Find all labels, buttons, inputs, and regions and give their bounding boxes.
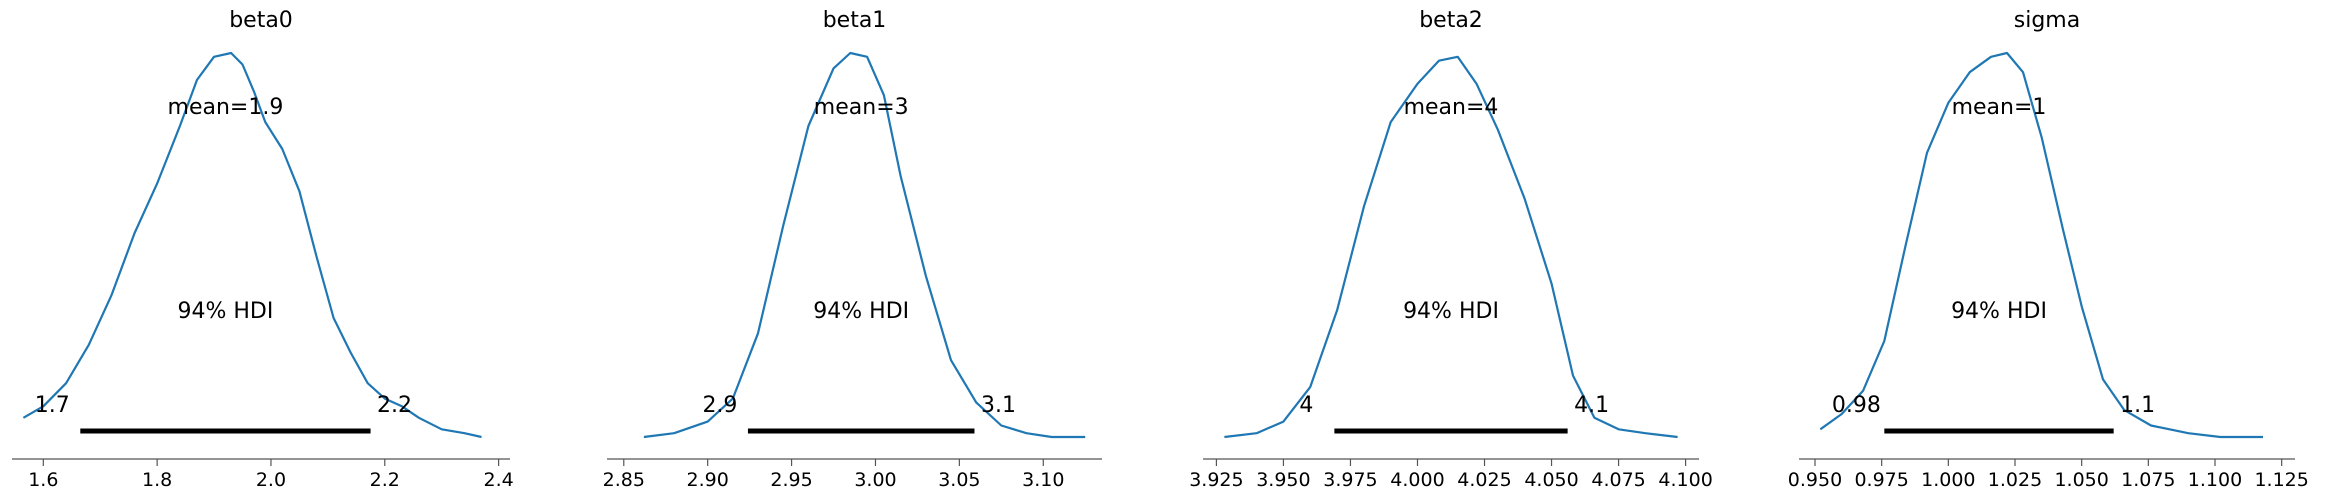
panel-title: beta2: [1419, 8, 1483, 33]
posterior-panel-sigma: sigma mean=1 94% HDI 0.98 1.1 0.950 0.975 1.000…: [1788, 8, 2309, 491]
x-tick-label: 4.075: [1591, 469, 1645, 491]
hdi-low-label: 4: [1299, 393, 1313, 418]
x-tick-label: 2.0: [256, 469, 286, 491]
x-tick-label: 1.000: [1921, 469, 1975, 491]
panel-title: beta0: [229, 8, 293, 33]
density-curve: [1819, 51, 2263, 439]
mean-label: mean=1: [1952, 95, 2047, 120]
density-curve: [22, 51, 482, 439]
x-tick-label: 4.000: [1390, 469, 1444, 491]
x-tick-label: 2.2: [370, 469, 400, 491]
panel-title: beta1: [823, 8, 887, 33]
x-tick-label: 2.95: [770, 469, 812, 491]
x-tick-label: 0.975: [1854, 469, 1908, 491]
x-tick-label: 2.90: [687, 469, 729, 491]
density-curve: [1224, 55, 1678, 439]
x-tick-label: 2.4: [484, 469, 514, 491]
hdi-label: 94% HDI: [813, 299, 909, 324]
x-tick-label: 3.925: [1189, 469, 1243, 491]
hdi-label: 94% HDI: [1403, 299, 1499, 324]
hdi-low-label: 1.7: [35, 393, 70, 418]
hdi-label: 94% HDI: [177, 299, 273, 324]
x-tick-label: 1.025: [1988, 469, 2042, 491]
x-tick-label: 4.025: [1457, 469, 1511, 491]
x-tick-label: 2.85: [603, 469, 645, 491]
x-tick-label: 3.950: [1256, 469, 1310, 491]
density-curve: [643, 51, 1086, 439]
x-tick-label: 4.100: [1658, 469, 1712, 491]
x-tick-label: 3.00: [854, 469, 896, 491]
x-tick-label: 1.8: [142, 469, 172, 491]
hdi-high-label: 1.1: [2120, 393, 2155, 418]
hdi-low-label: 0.98: [1832, 393, 1881, 418]
x-tick-label: 3.05: [938, 469, 980, 491]
x-tick-label: 1.075: [2121, 469, 2175, 491]
mean-label: mean=1.9: [168, 95, 284, 120]
hdi-low-label: 2.9: [702, 393, 737, 418]
x-tick-label: 0.950: [1788, 469, 1842, 491]
mean-label: mean=4: [1404, 95, 1499, 120]
hdi-high-label: 4.1: [1574, 393, 1609, 418]
panel-title: sigma: [2014, 8, 2080, 33]
x-tick-label: 1.6: [28, 469, 58, 491]
x-tick-label: 4.050: [1524, 469, 1578, 491]
hdi-high-label: 2.2: [377, 393, 412, 418]
x-tick-label: 3.975: [1323, 469, 1377, 491]
posterior-panel-beta2: beta2 mean=4 94% HDI 4 4.1 3.925 3.950 3.975 4.0…: [1189, 8, 1713, 491]
x-tick-label: 1.050: [2054, 469, 2108, 491]
posterior-panel-beta1: beta1 mean=3 94% HDI 2.9 3.1 2.85 2.90 2.95 3.00…: [603, 8, 1102, 491]
posterior-panel-beta0: beta0 mean=1.9 94% HDI 1.7 2.2 1.6 1.8 2.0 2.2 2.…: [12, 8, 514, 491]
mean-label: mean=3: [814, 95, 909, 120]
hdi-high-label: 3.1: [981, 393, 1016, 418]
x-tick-label: 1.100: [2188, 469, 2242, 491]
x-tick-label: 1.125: [2254, 469, 2308, 491]
hdi-label: 94% HDI: [1951, 299, 2047, 324]
x-tick-label: 3.10: [1022, 469, 1064, 491]
